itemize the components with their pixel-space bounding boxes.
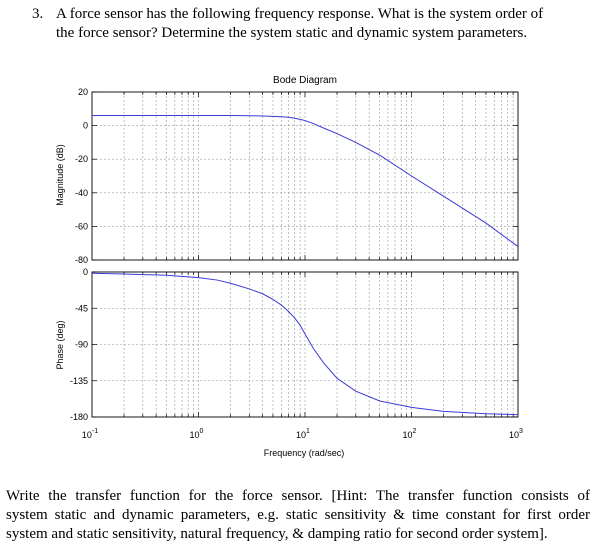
question-line: A force sensor has the following frequen… (56, 6, 544, 22)
phase-plot: 0 -45 -90 -135 -180 10-1 100 101 102 103 (70, 267, 523, 440)
question-number: 3. (32, 6, 44, 22)
y-tick-label: -60 (75, 221, 88, 231)
hint-line: system and static sensitivity, natural f… (6, 526, 548, 542)
hint-line: Write the transfer function for the forc… (6, 488, 590, 504)
y-tick-label: -20 (75, 154, 88, 164)
x-tick-label: 103 (509, 428, 523, 440)
plot-frame (91, 271, 519, 418)
y-tick-label: -40 (75, 188, 88, 198)
magnitude-axis-label: Magnitude (dB) (55, 144, 65, 206)
y-tick-label: -135 (70, 376, 88, 386)
magnitude-plot: 20 0 -20 -40 -60 -80 (75, 87, 519, 265)
frequency-axis-label: Frequency (rad/sec) (264, 448, 345, 458)
y-tick-label: -80 (75, 255, 88, 265)
phase-axis-label: Phase (deg) (55, 320, 65, 369)
question-text: A force sensor has the following frequen… (56, 5, 594, 43)
hint-line: system static and dynamic parameters, e.… (6, 507, 590, 523)
x-tick-label: 102 (403, 428, 417, 440)
x-tick-label: 100 (190, 428, 204, 440)
question-line: the force sensor? Determine the system s… (56, 25, 528, 41)
x-tick-label: 10-1 (82, 428, 98, 440)
y-tick-label: -45 (75, 303, 88, 313)
x-tick-label: 101 (296, 428, 310, 440)
y-tick-label: -90 (75, 340, 88, 350)
response-line (92, 115, 519, 247)
y-tick-label: 0 (83, 267, 88, 277)
chart-title: Bode Diagram (273, 75, 337, 86)
hint-paragraph: Write the transfer function for the forc… (6, 487, 590, 544)
response-line (91, 272, 519, 416)
y-tick-label: 0 (83, 121, 88, 131)
y-tick-label: 20 (78, 87, 88, 97)
plot-frame (91, 91, 519, 261)
y-tick-label: -180 (70, 412, 88, 422)
